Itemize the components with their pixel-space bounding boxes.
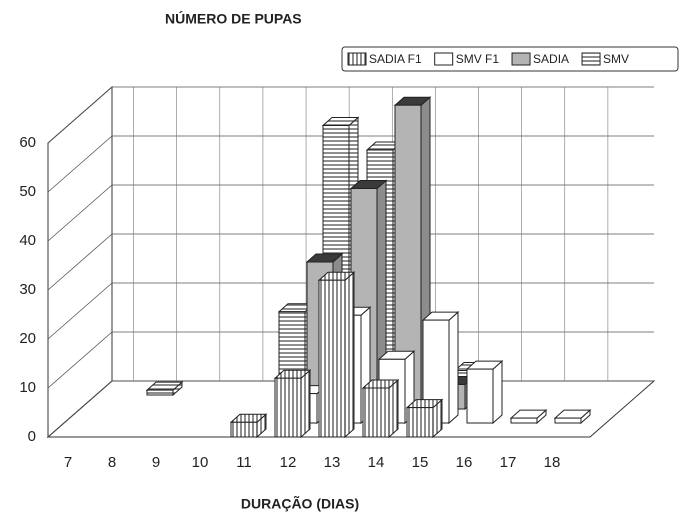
bar-front [406,407,434,438]
bar-side [388,378,399,439]
legend-label: SMV [603,52,629,66]
grid-line [47,184,654,242]
x-tick-label: 16 [456,454,473,471]
legend-label: SMV F1 [456,52,500,66]
grid-line [47,135,654,193]
legend-swatch [581,52,601,66]
x-tick-label: 12 [280,454,297,471]
x-tick-label: 8 [108,454,116,471]
bar-front [230,421,258,438]
grid-line [47,233,654,291]
x-tick-label: 15 [412,454,429,471]
y-tick-label: 30 [19,281,36,298]
x-axis-label: DURAÇÃO (DIAS) [241,495,359,512]
x-tick-label: 14 [368,454,385,471]
x-tick-label: 11 [236,454,252,471]
grid-line [47,282,654,340]
bar [273,369,312,439]
bar [317,271,356,439]
bar-front [274,377,302,438]
bar [465,359,504,425]
y-tick-label: 50 [19,183,36,200]
bar [361,378,400,439]
bar [553,408,592,425]
bar-front [318,279,346,438]
y-tick-label: 10 [19,379,36,396]
bar-side [344,271,355,439]
y-tick-label: 60 [19,134,36,151]
x-tick-label: 13 [324,454,341,471]
legend-swatch [511,52,531,66]
bar [145,380,184,397]
legend-swatch [434,52,454,66]
bar-front [554,417,582,424]
y-tick-label: 40 [19,232,36,249]
grid-line [47,331,654,389]
legend-label: SADIA [533,52,569,66]
x-tick-label: 17 [500,454,517,471]
bar-front [362,387,390,438]
bar-side [492,359,503,425]
grid-line [47,86,654,144]
x-tick-label: 9 [152,454,160,471]
bar [229,413,268,439]
bar-side [448,310,459,425]
bar-side [300,369,311,439]
x-tick-label: 18 [544,454,561,471]
bar [509,408,548,425]
bar-front [510,417,538,424]
bar-front [146,389,174,396]
y-tick-label: 0 [28,428,36,445]
bar-front [466,368,494,424]
y-axis-label: NÚMERO DE PUPAS [165,10,302,27]
legend-swatch [347,52,367,66]
x-tick-label: 10 [192,454,209,471]
legend-label: SADIA F1 [369,52,422,66]
x-tick-label: 7 [64,454,72,471]
y-tick-label: 20 [19,330,36,347]
bar [405,398,444,439]
